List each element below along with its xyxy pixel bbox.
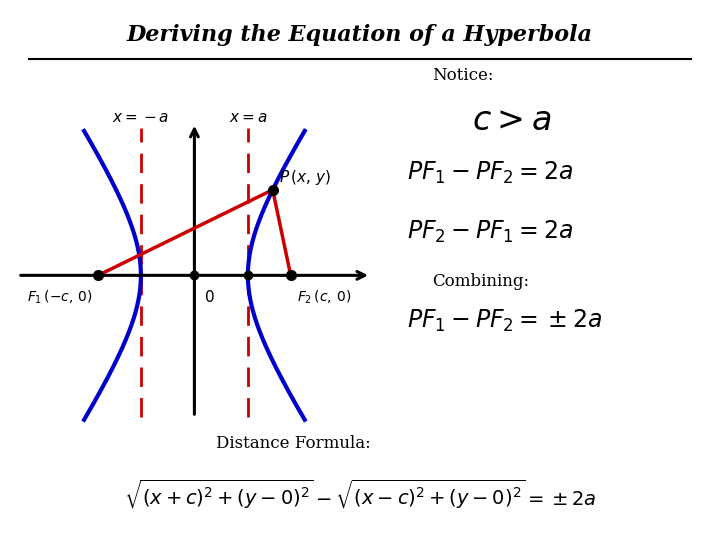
Text: $c > a$: $c > a$ — [472, 105, 552, 137]
Text: Distance Formula:: Distance Formula: — [216, 435, 371, 451]
Text: Notice:: Notice: — [432, 68, 493, 84]
Text: Deriving the Equation of a Hyperbola: Deriving the Equation of a Hyperbola — [127, 24, 593, 46]
Text: $x = -a$: $x = -a$ — [112, 111, 169, 125]
Text: $F_2\,(c,\,0)$: $F_2\,(c,\,0)$ — [297, 289, 351, 306]
Text: $0$: $0$ — [204, 289, 215, 305]
Text: $P\,(x,\,y)$: $P\,(x,\,y)$ — [279, 168, 332, 187]
Text: $x = a$: $x = a$ — [229, 111, 267, 125]
Text: $PF_1 - PF_2 = 2a$: $PF_1 - PF_2 = 2a$ — [407, 159, 573, 186]
Text: $PF_2 - PF_1 = 2a$: $PF_2 - PF_1 = 2a$ — [407, 219, 573, 245]
Text: Combining:: Combining: — [432, 273, 529, 289]
Text: $PF_1 - PF_2 = \pm 2a$: $PF_1 - PF_2 = \pm 2a$ — [407, 308, 602, 334]
Text: $\sqrt{(x+c)^2+(y-0)^2}-\sqrt{(x-c)^2+(y-0)^2}=\pm 2a$: $\sqrt{(x+c)^2+(y-0)^2}-\sqrt{(x-c)^2+(y… — [124, 478, 596, 511]
Text: $F_1\,(-c,\,0)$: $F_1\,(-c,\,0)$ — [27, 289, 93, 306]
